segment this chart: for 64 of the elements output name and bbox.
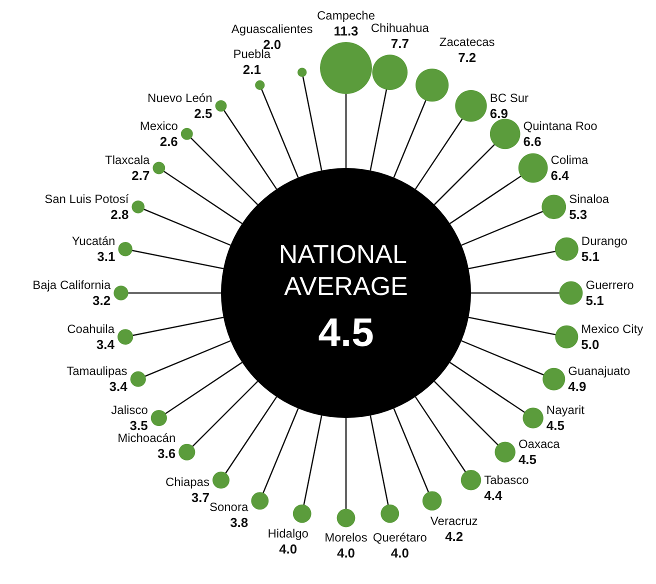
data-label: 3.1 [97,249,116,264]
category-label: Jalisco [111,403,148,418]
category-label: Yucatán [72,234,116,248]
text: NATIONAL AVERAGE [278,239,414,301]
category-label: BC Sur [490,90,529,105]
category-label: Zacatecas [439,35,495,50]
category-label: Chihuahua [370,21,430,36]
category-label: Mexico [140,118,178,133]
category-label: Sinaloa [569,192,610,206]
data-label: 2.8 [110,206,129,222]
data-label: 4.0 [336,546,356,561]
text: 4.5 [318,311,374,355]
category-label: San Luis Potosí [44,192,130,206]
data-label: 6.4 [550,168,570,183]
category-label: Tlaxcala [105,152,150,167]
data-label: 4.0 [390,545,409,560]
data-label: 5.0 [581,336,600,352]
category-label: Chiapas [165,475,210,490]
data-label: 4.5 [518,452,537,468]
data-label: 4.0 [279,541,298,556]
data-label: 5.3 [569,206,588,222]
category-label: Sonora [209,500,248,514]
category-label: Aguascalientes [231,22,313,36]
data-label: 4.4 [484,488,503,504]
category-label: Tabasco [484,473,530,488]
data-label: 2.1 [242,62,261,77]
category-label: Durango [581,234,628,248]
category-label: Tamaulipas [66,364,128,378]
data-label: 2.7 [132,168,150,183]
data-label: 6.9 [490,106,508,121]
data-label: 3.4 [109,379,128,394]
category-label: Quintana Roo [523,118,598,133]
category-label: Baja California [32,278,111,292]
data-label: 6.6 [523,134,542,149]
category-label: Morelos [324,530,368,545]
data-label: 3.7 [191,490,210,506]
data-label: 11.3 [334,24,358,39]
data-label: 5.1 [581,249,600,264]
data-label: 7.7 [390,36,409,52]
category-label: Guerrero [586,278,634,292]
category-label: Oaxaca [518,437,560,452]
category-label: Querétaro [372,530,428,544]
category-label: Veracruz [430,514,478,528]
category-label: Mexico City [581,322,644,336]
data-label: 4.5 [546,418,565,434]
category-label: Coahuila [67,322,115,336]
category-label: Nayarit [546,403,586,418]
category-label: Hidalgo [268,526,309,540]
data-label: 3.4 [96,336,116,352]
category-label: Campeche [316,8,376,23]
data-label: 2.6 [160,134,178,149]
data-label: 4.9 [568,379,586,394]
category-label: Nuevo León [148,90,212,105]
data-label: 3.8 [230,514,248,530]
data-label: 7.2 [458,50,476,66]
data-label: 2.5 [194,106,212,121]
data-label: 3.6 [158,446,176,462]
data-label: 3.2 [92,293,111,308]
data-label: 5.1 [586,293,604,308]
category-label: Colima [550,152,588,167]
category-label: Guanajuato [568,364,631,378]
category-label: Michoacán [118,431,176,446]
data-label: 4.2 [445,529,464,544]
data-label: 3.5 [130,418,148,434]
